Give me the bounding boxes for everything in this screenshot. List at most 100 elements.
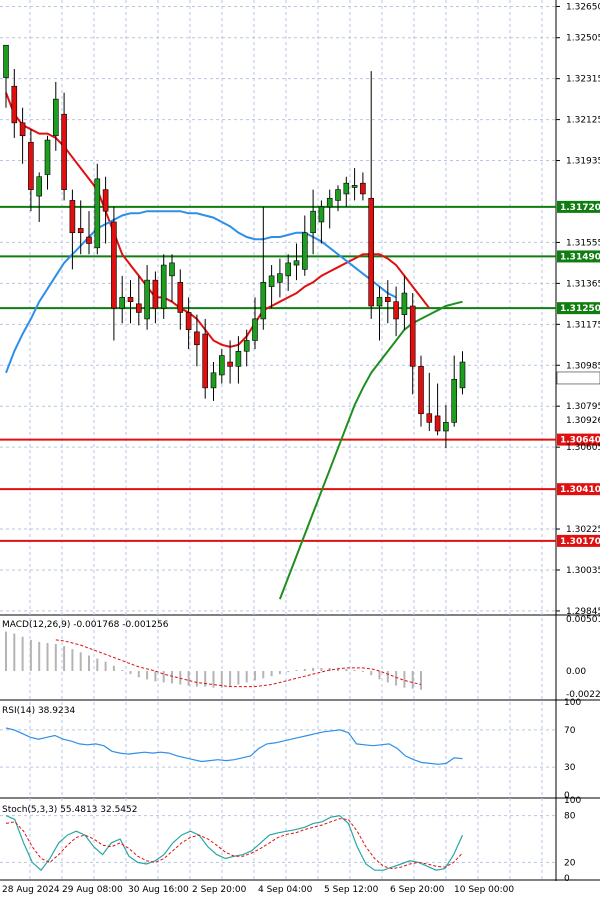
candle-bear [11, 85, 18, 124]
time-tick-label: 4 Sep 04:00 [258, 885, 313, 895]
price-tick-label: 1.30985 [566, 361, 600, 371]
price-tick-label: 1.32125 [566, 116, 600, 126]
price-tick-label: 1.32315 [566, 75, 600, 85]
candle-bull [351, 185, 358, 188]
macd-tick-label: 0.005019 [566, 615, 600, 625]
price-tick-label: 1.32698 [566, 0, 600, 2]
rsi-tick-label: 70 [564, 726, 576, 736]
price-tick-label: 1.32650 [566, 2, 600, 12]
candle-bull [443, 422, 449, 432]
time-tick-label: 30 Aug 16:00 [128, 885, 189, 895]
candle-bull [144, 279, 150, 320]
candle-bear [360, 182, 366, 195]
candle-bull [401, 292, 408, 315]
candle-bear [127, 297, 134, 302]
candle-bull [310, 210, 316, 234]
candle-bull [235, 350, 242, 367]
level-label-box [557, 250, 600, 263]
candle-bull [160, 264, 167, 309]
price-tick-label: 1.30225 [566, 525, 600, 535]
candle-bear [368, 197, 375, 307]
stoch-tick-label: 100 [564, 796, 581, 806]
level-label-box [557, 534, 600, 547]
stoch-tick-label: 80 [564, 812, 576, 822]
level-label-box [557, 200, 600, 213]
candle-bear [227, 361, 233, 367]
rsi-tick-label: 0 [564, 791, 570, 801]
candle-bear [434, 415, 441, 432]
time-tick-label: 6 Sep 20:00 [390, 885, 445, 895]
candle-bear [194, 331, 200, 346]
level-label-box [557, 433, 600, 446]
candle-bull [343, 182, 350, 195]
candle-bear [19, 122, 26, 137]
time-tick-label: 28 Aug 2024 [2, 885, 60, 895]
candle-bull [44, 139, 51, 175]
stoch-tick-label: 20 [564, 858, 576, 868]
indicator-panes: 0.0050190.00-0.0022131007030010080200 [0, 615, 600, 884]
level-label: 1.30640 [560, 436, 600, 446]
level-label: 1.31490 [560, 252, 600, 262]
candle-bear [69, 200, 76, 234]
level-label: 1.31250 [560, 304, 600, 314]
candle-bull [252, 318, 258, 341]
candle-bear [426, 413, 433, 423]
candle-bull [169, 262, 175, 277]
time-tick-label: 5 Sep 12:00 [324, 885, 379, 895]
ma-slow-line [278, 300, 463, 600]
candle-bull [459, 361, 466, 389]
current-price-value: 1.30926 [566, 416, 600, 426]
candle-bull [318, 206, 325, 223]
stoch-signal-line [5, 818, 463, 870]
price-tick-label: 1.31935 [566, 157, 600, 167]
candle-bull [277, 273, 283, 283]
level-label-box [557, 302, 600, 315]
horizontal-levels: 1.31720 1.31490 1.31250 1.30640 1.30410 1.301… [0, 200, 600, 547]
candle-bull [376, 297, 383, 307]
macd-tick-label: -0.002213 [566, 690, 600, 700]
candles [3, 44, 466, 449]
candle-bull [219, 355, 225, 376]
candle-bear [86, 236, 92, 244]
level-label: 1.30410 [560, 485, 600, 495]
stoch-tick-label: 0 [564, 874, 570, 884]
candle-bull [36, 176, 43, 197]
candle-bear [61, 113, 67, 190]
price-tick-label: 1.30035 [566, 566, 600, 576]
candle-bear [384, 297, 391, 302]
time-tick-label: 10 Sep 00:00 [454, 885, 514, 895]
candle-bear [418, 366, 424, 415]
stoch-label: Stoch(5,3,3) 55.4813 32.5452 [2, 805, 137, 815]
rsi-tick-label: 100 [564, 698, 581, 708]
candle-bull [210, 372, 217, 389]
level-label: 1.30170 [560, 537, 600, 547]
macd-tick-label: 0.00 [566, 667, 586, 677]
candle-bear [77, 228, 84, 234]
time-tick-label: 2 Sep 20:00 [192, 885, 247, 895]
candle-bull [3, 44, 9, 78]
macd-label: MACD(12,26,9) -0.001768 -0.001256 [2, 620, 169, 630]
price-tick-label: 1.30605 [566, 443, 600, 453]
candle-bull [301, 232, 308, 270]
price-tick-label: 1.29845 [566, 607, 600, 617]
price-tick-label: 1.32505 [566, 34, 600, 44]
level-label-box [557, 483, 600, 496]
candle-bear [136, 303, 142, 313]
candle-bull [326, 197, 333, 208]
price-tick-label: 1.31365 [566, 279, 600, 289]
price-tick-label: 1.30795 [566, 402, 600, 412]
candle-bear [111, 221, 117, 309]
candle-bear [152, 279, 159, 309]
rsi-tick-label: 30 [564, 763, 576, 773]
candle-bull [243, 340, 250, 352]
candle-bull [293, 260, 300, 266]
level-label: 1.31720 [560, 203, 600, 213]
candle-bull [52, 98, 59, 137]
candle-bull [119, 297, 125, 309]
candle-bull [335, 189, 341, 201]
ma-mid-line [5, 210, 397, 374]
moving-averages [5, 92, 463, 600]
candle-bull [94, 178, 101, 249]
current-price-box [556, 371, 600, 385]
